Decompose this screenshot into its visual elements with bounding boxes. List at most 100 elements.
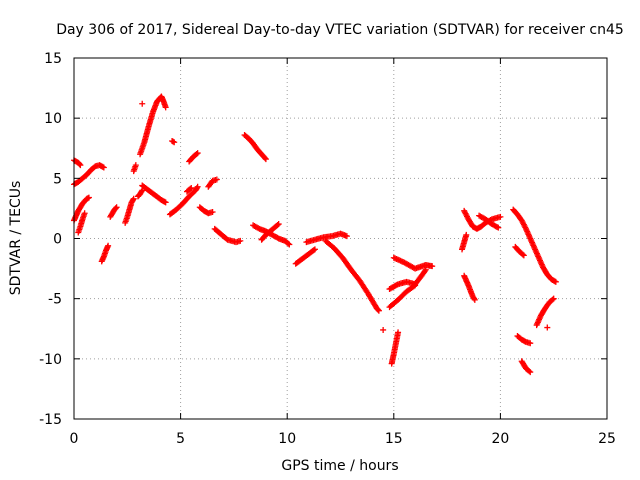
series-arc-5 — [98, 242, 112, 265]
series-arc-38 — [518, 358, 534, 376]
data-point — [311, 246, 318, 253]
data-point — [527, 369, 534, 376]
series-arc-19 — [211, 225, 244, 246]
series-arc-32 — [461, 272, 478, 303]
data-point — [286, 241, 293, 248]
data-point — [343, 233, 350, 240]
data-point — [85, 194, 92, 201]
series-arc-37 — [514, 332, 534, 347]
data-point — [549, 296, 556, 303]
y-tick-label: 5 — [53, 171, 62, 187]
data-point — [410, 283, 417, 290]
series-arc-2 — [71, 157, 84, 169]
data-point — [209, 209, 216, 216]
data-point — [105, 242, 112, 249]
data-point — [262, 155, 269, 162]
data-point — [421, 267, 428, 274]
data-point — [493, 223, 500, 230]
y-tick-label: 15 — [44, 51, 62, 67]
data-point — [100, 164, 107, 171]
data-point — [188, 184, 195, 191]
series-arc-30 — [386, 282, 419, 311]
data-point — [77, 162, 84, 169]
data-point — [375, 307, 382, 314]
axis-ticks — [73, 57, 608, 420]
series-arc-14 — [166, 183, 201, 218]
data-point — [139, 100, 146, 107]
data-point — [544, 324, 551, 331]
y-tick-label: 10 — [44, 111, 62, 127]
data-point — [162, 199, 169, 206]
data-point — [552, 278, 559, 285]
data-point — [132, 162, 139, 169]
data-point — [112, 205, 119, 212]
series-arc-26 — [380, 326, 387, 333]
data-point — [193, 184, 200, 191]
series-arc-10 — [139, 100, 146, 107]
series-arc-13 — [169, 138, 178, 146]
data-point — [412, 282, 419, 289]
data-point — [285, 240, 292, 247]
series-arc-22 — [258, 221, 282, 243]
data-point — [497, 213, 504, 220]
data-point — [471, 295, 478, 302]
x-tick-label: 0 — [70, 431, 79, 447]
data-point — [262, 156, 269, 163]
series-arc-23 — [292, 246, 318, 267]
series-arc-39 — [533, 295, 557, 329]
series-arc-29 — [390, 254, 436, 272]
data-points — [71, 93, 559, 376]
data-point — [76, 161, 83, 168]
series-arc-27 — [388, 329, 402, 367]
series-arc-4 — [75, 210, 88, 236]
series-arc-17 — [196, 204, 216, 217]
series-arc-34 — [476, 212, 502, 231]
data-point — [237, 237, 244, 244]
data-point — [429, 263, 436, 270]
data-point — [81, 210, 88, 217]
y-axis-title: SDTVAR / TECUs — [8, 181, 24, 296]
grid-lines — [74, 58, 607, 419]
data-point — [550, 295, 557, 302]
series-arc-35 — [510, 206, 559, 285]
series-arc-9 — [137, 93, 169, 158]
data-point — [129, 196, 136, 203]
y-tick-label: -15 — [39, 412, 62, 428]
data-point — [194, 183, 201, 190]
x-tick-label: 20 — [491, 431, 509, 447]
series-arc-31 — [459, 231, 470, 253]
data-point — [213, 176, 220, 183]
y-tick-label: -5 — [48, 292, 62, 308]
data-point — [139, 187, 146, 194]
data-point — [113, 204, 120, 211]
series-arc-1 — [71, 194, 92, 224]
x-tick-label: 10 — [278, 431, 296, 447]
data-point — [495, 224, 502, 231]
series-arc-18 — [205, 176, 220, 190]
series-arc-3 — [71, 162, 107, 188]
data-point — [274, 221, 281, 228]
data-point — [130, 195, 137, 202]
data-point — [395, 329, 402, 336]
series-arc-24 — [303, 230, 350, 246]
data-point — [527, 340, 534, 347]
data-point — [380, 326, 387, 333]
data-point — [519, 251, 526, 258]
series-arc-25 — [322, 237, 382, 314]
series-arc-11 — [139, 182, 169, 206]
data-point — [463, 231, 470, 238]
y-tick-labels: -15 -10 -5 0 5 10 15 — [39, 51, 62, 428]
chart-title: Day 306 of 2017, Sidereal Day-to-day VTE… — [56, 22, 624, 38]
y-tick-label: 0 — [53, 232, 62, 248]
data-point — [193, 150, 200, 157]
data-point — [162, 104, 169, 111]
series-arc-36 — [512, 243, 527, 259]
series-arc-40 — [544, 324, 551, 331]
x-axis-title: GPS time / hours — [281, 458, 398, 474]
y-tick-label: -10 — [39, 352, 62, 368]
series-arc-16 — [186, 150, 201, 165]
data-point — [471, 296, 478, 303]
x-tick-label: 5 — [176, 431, 185, 447]
data-point — [375, 306, 382, 313]
